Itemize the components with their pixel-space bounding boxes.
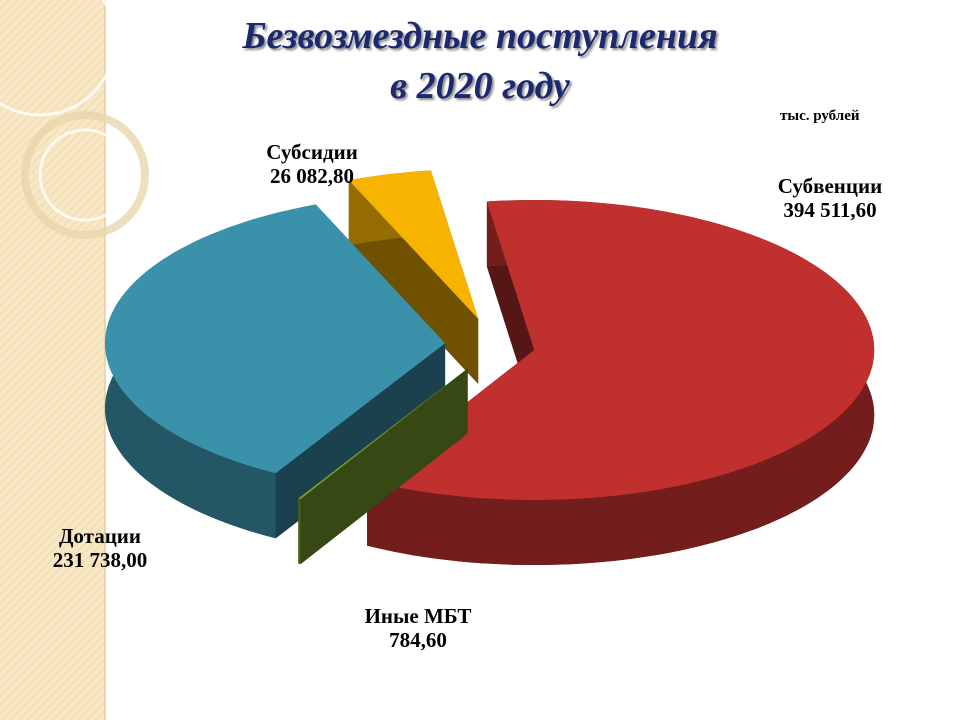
ornament [38,128,132,222]
ornament [0,0,117,117]
slice-wall [298,368,468,564]
pie [105,170,875,565]
category-label: Дотации [58,524,142,548]
category-label: Субсидии [266,140,358,164]
value-label: 231 738,00 [52,548,148,572]
slice-label: Субсидии 26 082,80 [212,140,412,188]
side-strip [0,0,105,720]
slice-label: Дотации 231 738,00 [0,524,200,572]
value-label: 784,60 [389,628,447,652]
chart-title: в 2020 году [390,65,570,107]
slice-label: Иные МБТ 784,60 [318,604,518,652]
value-label: 394 511,60 [783,198,877,222]
slice [105,204,446,474]
unit-label: тыс. рублей [780,108,860,124]
slice-label: Субвенции 394 511,60 [730,174,930,222]
slice [367,200,875,500]
category-label: Иные МБТ [364,604,472,628]
category-label: Субвенции [777,174,883,198]
slice [298,368,468,500]
ornament [21,111,149,239]
value-label: 26 082,80 [270,164,354,188]
chart-title: Безвозмездные поступления [242,15,718,57]
slice [348,170,479,319]
slice-side [298,498,301,565]
